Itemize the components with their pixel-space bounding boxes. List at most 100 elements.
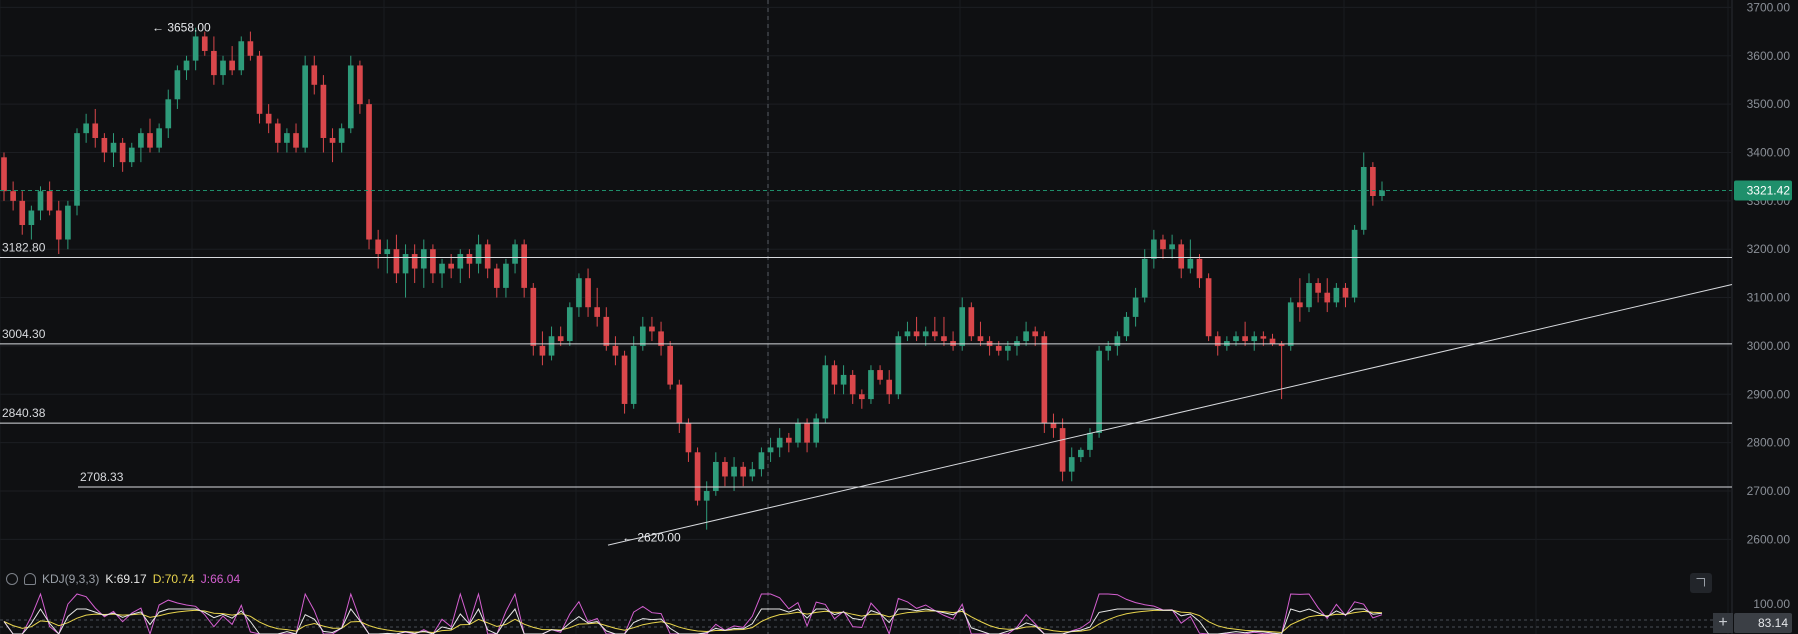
kdj-j-line — [3, 592, 1383, 634]
candle-body — [1187, 258, 1194, 269]
candle-body — [1023, 331, 1029, 342]
candle — [1360, 152, 1367, 235]
candle-body — [557, 336, 564, 342]
candle — [320, 75, 327, 153]
candle-body — [265, 113, 272, 124]
candle-body — [1068, 457, 1075, 472]
candle-body — [1087, 432, 1093, 450]
candle-body — [366, 104, 372, 240]
candle — [685, 418, 692, 462]
candle — [110, 133, 117, 167]
candle — [749, 461, 756, 482]
candle-body — [503, 263, 509, 288]
candle-body — [922, 331, 929, 337]
candle — [366, 99, 372, 250]
candle-body — [630, 345, 637, 404]
candle — [128, 142, 135, 167]
candle — [256, 50, 263, 124]
indicator-d-value: D:70.74 — [152, 572, 195, 586]
candle-body — [603, 316, 610, 346]
candle — [1242, 321, 1248, 346]
candle — [1287, 297, 1294, 351]
candle — [457, 249, 464, 284]
candle-body — [1251, 336, 1258, 342]
candle — [357, 60, 363, 114]
candle — [1032, 326, 1039, 346]
candle — [877, 365, 883, 385]
candle-body — [822, 365, 829, 419]
indicator-k-value: K:69.17 — [105, 572, 147, 586]
candle — [493, 263, 500, 298]
candle — [922, 326, 929, 346]
candle — [247, 31, 254, 61]
candle — [1306, 273, 1312, 313]
candle — [201, 31, 208, 56]
candle-body — [183, 60, 190, 71]
candle-body — [1196, 258, 1203, 279]
candle-body — [758, 452, 765, 470]
candle — [1050, 413, 1057, 438]
candle-body — [466, 254, 473, 264]
candle — [430, 244, 436, 284]
expand-pane-button[interactable] — [1690, 573, 1712, 593]
candle — [731, 457, 737, 491]
candle-body — [439, 263, 445, 274]
candle — [83, 113, 89, 143]
candle-body — [1342, 287, 1349, 298]
candle-body — [548, 336, 555, 356]
candle — [804, 418, 810, 453]
candle — [65, 200, 71, 250]
candle-body — [37, 191, 44, 211]
candle-body — [119, 142, 126, 163]
y-tick-label: 3600.00 — [1747, 49, 1791, 63]
candle-body — [192, 36, 199, 61]
candle-body — [1, 157, 7, 192]
candle-body — [448, 263, 454, 269]
candle — [676, 379, 683, 433]
candle — [530, 283, 537, 356]
price-axis: 3700.003600.003500.003400.003300.003200.… — [1734, 0, 1792, 546]
indicator-j-value: J:66.04 — [200, 572, 241, 586]
candle-body — [10, 191, 16, 201]
candle — [156, 123, 162, 153]
candle — [913, 316, 920, 342]
candle — [667, 341, 674, 390]
candle — [10, 181, 16, 211]
level-label: 3182.80 — [2, 241, 46, 255]
candle-body — [1169, 244, 1175, 250]
candle-body — [1032, 331, 1039, 337]
candle-body — [393, 249, 400, 274]
candle — [995, 341, 1002, 356]
bell-icon[interactable] — [24, 573, 36, 585]
candle — [484, 239, 491, 279]
candle-body — [785, 437, 792, 443]
indicator-name[interactable]: KDJ(9,3,3) — [42, 572, 100, 586]
candle-body — [274, 123, 281, 143]
candle-body — [913, 331, 920, 337]
candle — [566, 302, 573, 346]
y-tick-label: 2800.00 — [1747, 436, 1791, 450]
candle-body — [877, 370, 883, 380]
candle-body — [1260, 336, 1267, 339]
candle — [311, 55, 318, 95]
candle-body — [457, 254, 464, 269]
candle — [740, 461, 747, 487]
candle-body — [1005, 345, 1011, 351]
candle — [1278, 341, 1285, 400]
candle — [1, 152, 7, 201]
y-tick-label: 2900.00 — [1747, 387, 1791, 401]
level-label: 2708.33 — [80, 470, 124, 484]
candle — [19, 191, 26, 235]
add-button[interactable]: + — [1713, 613, 1733, 633]
eye-icon[interactable] — [6, 573, 18, 585]
candle — [28, 205, 35, 240]
level-label: 3004.30 — [2, 327, 46, 341]
candle-body — [430, 249, 436, 274]
candle — [1324, 278, 1331, 313]
candle-body — [147, 133, 153, 148]
candle-body — [1041, 336, 1048, 424]
kdj-value-badge — [1734, 613, 1792, 633]
candle-body — [941, 336, 947, 342]
candle — [822, 355, 829, 424]
